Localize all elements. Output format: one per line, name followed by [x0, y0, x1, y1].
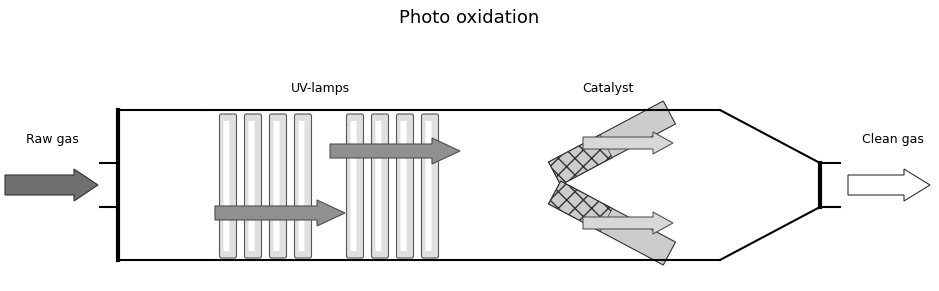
FancyBboxPatch shape — [401, 121, 407, 251]
FancyBboxPatch shape — [376, 121, 381, 251]
FancyBboxPatch shape — [396, 114, 413, 258]
Polygon shape — [583, 132, 673, 154]
Polygon shape — [330, 138, 460, 164]
Bar — [548, 101, 675, 185]
Bar — [548, 181, 675, 265]
Text: Clean gas: Clean gas — [862, 132, 924, 146]
FancyBboxPatch shape — [425, 121, 432, 251]
Bar — [548, 134, 612, 185]
Bar — [548, 181, 612, 231]
FancyArrow shape — [848, 169, 930, 201]
FancyBboxPatch shape — [295, 114, 312, 258]
FancyBboxPatch shape — [269, 114, 286, 258]
FancyBboxPatch shape — [422, 114, 439, 258]
Text: Catalyst: Catalyst — [582, 82, 634, 95]
FancyArrow shape — [5, 169, 98, 201]
FancyBboxPatch shape — [273, 121, 280, 251]
Text: Raw gas: Raw gas — [25, 132, 78, 146]
FancyBboxPatch shape — [249, 121, 254, 251]
FancyBboxPatch shape — [220, 114, 237, 258]
Text: UV-lamps: UV-lamps — [290, 82, 349, 95]
FancyBboxPatch shape — [350, 121, 357, 251]
Polygon shape — [215, 200, 345, 226]
FancyBboxPatch shape — [372, 114, 389, 258]
FancyBboxPatch shape — [244, 114, 261, 258]
FancyBboxPatch shape — [346, 114, 363, 258]
FancyBboxPatch shape — [223, 121, 229, 251]
Text: Photo oxidation: Photo oxidation — [399, 9, 539, 27]
Polygon shape — [583, 212, 673, 234]
FancyBboxPatch shape — [299, 121, 304, 251]
